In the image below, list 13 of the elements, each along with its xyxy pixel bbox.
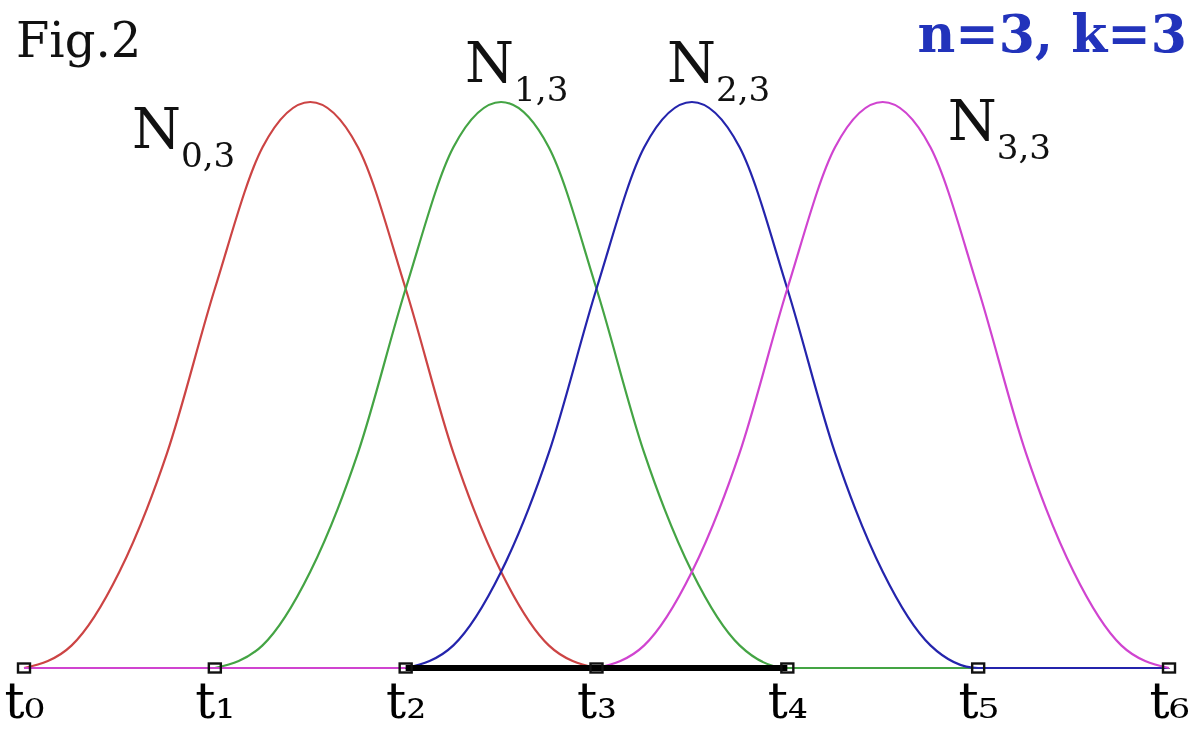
series-label: N$_{1,3}$ [465, 30, 569, 110]
x-tick-label: t₄ [767, 671, 808, 730]
series-label: N$_{0,3}$ [131, 96, 236, 176]
x-tick-label: t₆ [1149, 671, 1190, 730]
x-tick-label: t₁ [195, 671, 236, 730]
text: n=3, k=3 [917, 3, 1187, 64]
x-tick-label: t₂ [386, 671, 427, 730]
series-label: N$_{2,3}$ [666, 30, 771, 110]
x-tick-label: t₀ [4, 671, 45, 730]
series-label: N$_{3,3}$ [947, 88, 1052, 168]
x-tick-label: t₃ [576, 671, 618, 730]
chart-title: Fig.2 [16, 12, 142, 68]
x-tick-label: t₅ [958, 671, 999, 730]
